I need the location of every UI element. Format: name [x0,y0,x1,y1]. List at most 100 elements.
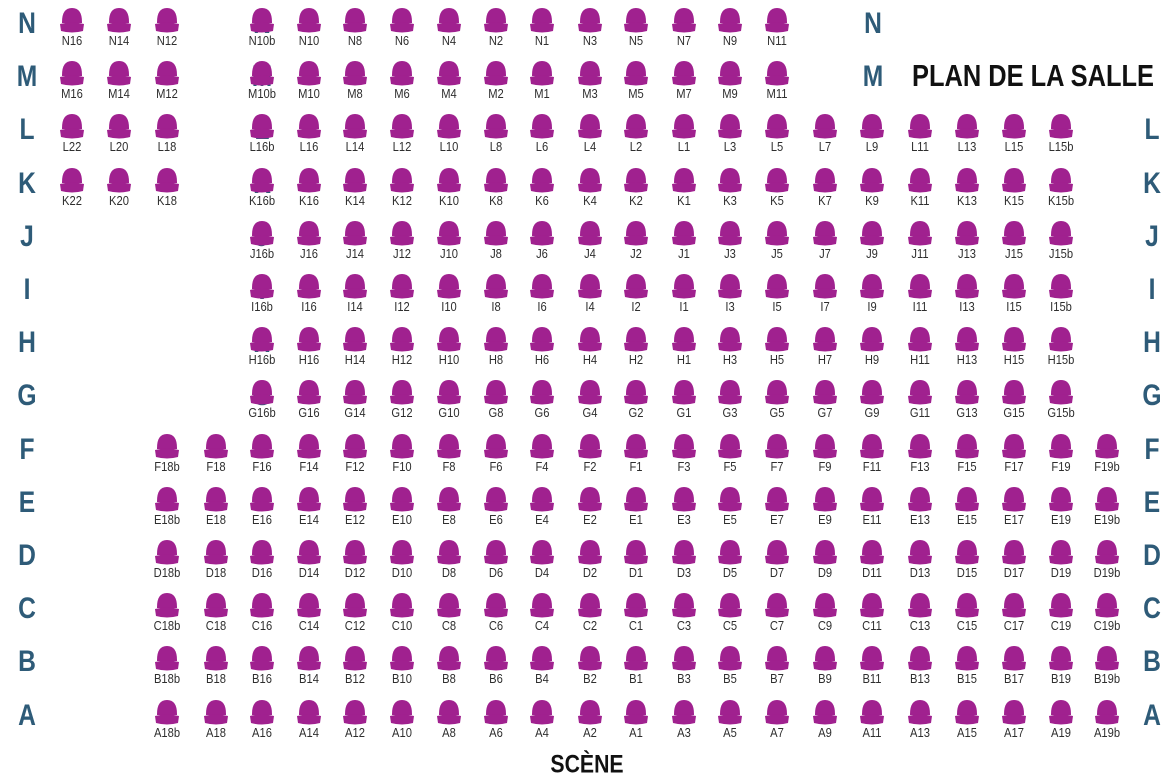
seat[interactable]: N14 [99,7,139,53]
seat[interactable]: J4 [570,220,610,266]
seat[interactable]: E5 [710,486,750,532]
seat[interactable]: L20 [99,113,139,159]
seat[interactable]: L22 [52,113,92,159]
seat[interactable]: H13 [947,326,987,372]
seat[interactable]: J11 [900,220,940,266]
seat[interactable]: C7 [757,592,797,638]
seat[interactable]: L6 [522,113,562,159]
seat[interactable]: J13 [947,220,987,266]
seat[interactable]: C15 [947,592,987,638]
seat[interactable]: K15 [994,167,1034,213]
seat[interactable]: J15 [994,220,1034,266]
seat[interactable]: C11 [852,592,892,638]
seat[interactable]: K20 [99,167,139,213]
seat[interactable]: I6 [522,273,562,319]
seat[interactable]: K9 [852,167,892,213]
seat[interactable]: F18 [196,433,236,479]
seat[interactable]: C8 [429,592,469,638]
seat[interactable]: G1 [664,379,704,425]
seat[interactable]: K5 [757,167,797,213]
seat[interactable]: E15 [947,486,987,532]
seat[interactable]: J16 [289,220,329,266]
seat[interactable]: C2 [570,592,610,638]
seat[interactable]: C4 [522,592,562,638]
seat[interactable]: H3 [710,326,750,372]
seat[interactable]: K7 [805,167,845,213]
seat[interactable]: E6 [476,486,516,532]
seat[interactable]: D16 [242,539,282,585]
seat[interactable]: B17 [994,645,1034,691]
seat[interactable]: B8 [429,645,469,691]
seat[interactable]: I1 [664,273,704,319]
seat[interactable]: E8 [429,486,469,532]
seat[interactable]: H2 [616,326,656,372]
seat[interactable]: J7 [805,220,845,266]
seat[interactable]: L8 [476,113,516,159]
seat[interactable]: L1 [664,113,704,159]
seat[interactable]: F13 [900,433,940,479]
seat[interactable]: G16b [242,379,282,425]
seat[interactable]: E18 [196,486,236,532]
seat[interactable]: M11 [757,60,797,106]
seat[interactable]: K4 [570,167,610,213]
seat[interactable]: A12 [335,699,375,745]
seat[interactable]: H14 [335,326,375,372]
seat[interactable]: H5 [757,326,797,372]
seat[interactable]: G3 [710,379,750,425]
seat[interactable]: A19 [1041,699,1081,745]
seat[interactable]: N4 [429,7,469,53]
seat[interactable]: G15 [994,379,1034,425]
seat[interactable]: D6 [476,539,516,585]
seat[interactable]: E12 [335,486,375,532]
seat[interactable]: E2 [570,486,610,532]
seat[interactable]: A1 [616,699,656,745]
seat[interactable]: N12 [147,7,187,53]
seat[interactable]: F6 [476,433,516,479]
seat[interactable]: H15b [1041,326,1081,372]
seat[interactable]: A13 [900,699,940,745]
seat[interactable]: G10 [429,379,469,425]
seat[interactable]: I16 [289,273,329,319]
seat[interactable]: G16 [289,379,329,425]
seat[interactable]: C10 [382,592,422,638]
seat[interactable]: B5 [710,645,750,691]
seat[interactable]: F11 [852,433,892,479]
seat[interactable]: K8 [476,167,516,213]
seat[interactable]: L2 [616,113,656,159]
seat[interactable]: B1 [616,645,656,691]
seat[interactable]: N1 [522,7,562,53]
seat[interactable]: G6 [522,379,562,425]
seat[interactable]: B9 [805,645,845,691]
seat[interactable]: K6 [522,167,562,213]
seat[interactable]: F2 [570,433,610,479]
seat[interactable]: H6 [522,326,562,372]
seat[interactable]: B14 [289,645,329,691]
seat[interactable]: J12 [382,220,422,266]
seat[interactable]: G8 [476,379,516,425]
seat[interactable]: E19 [1041,486,1081,532]
seat[interactable]: M8 [335,60,375,106]
seat[interactable]: K11 [900,167,940,213]
seat[interactable]: M5 [616,60,656,106]
seat[interactable]: F1 [616,433,656,479]
seat[interactable]: L13 [947,113,987,159]
seat[interactable]: A9 [805,699,845,745]
seat[interactable]: K16b [242,167,282,213]
seat[interactable]: K2 [616,167,656,213]
seat[interactable]: F10 [382,433,422,479]
seat[interactable]: J15b [1041,220,1081,266]
seat[interactable]: F4 [522,433,562,479]
seat[interactable]: A11 [852,699,892,745]
seat[interactable]: D8 [429,539,469,585]
seat[interactable]: G5 [757,379,797,425]
seat[interactable]: M1 [522,60,562,106]
seat[interactable]: C13 [900,592,940,638]
seat[interactable]: H4 [570,326,610,372]
seat[interactable]: N10b [242,7,282,53]
seat[interactable]: E17 [994,486,1034,532]
seat[interactable]: A16 [242,699,282,745]
seat[interactable]: D12 [335,539,375,585]
seat[interactable]: E9 [805,486,845,532]
seat[interactable]: M7 [664,60,704,106]
seat[interactable]: J6 [522,220,562,266]
